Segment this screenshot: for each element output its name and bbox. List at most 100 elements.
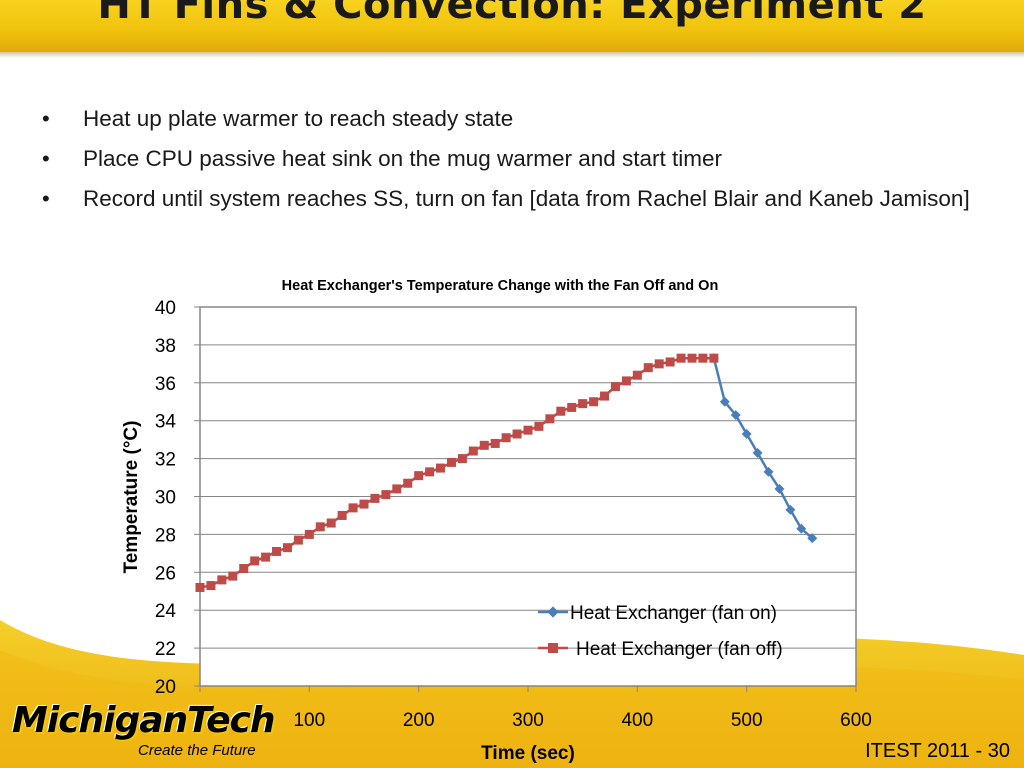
- y-tick-label: 40: [155, 298, 176, 319]
- y-tick-label: 20: [155, 677, 176, 698]
- x-tick-label: 500: [731, 710, 763, 731]
- data-point-fan-off: [436, 463, 446, 473]
- data-point-fan-on: [752, 447, 763, 458]
- data-point-fan-off: [359, 499, 369, 509]
- data-point-fan-off: [446, 457, 456, 467]
- data-point-fan-off: [523, 425, 533, 435]
- x-tick-label: 100: [293, 710, 325, 731]
- slide-title: HT Fins & Convection: Experiment 2: [97, 0, 927, 28]
- bullet-item: • Place CPU passive heat sink on the mug …: [40, 143, 1000, 174]
- data-point-fan-off: [195, 582, 205, 592]
- data-point-fan-off: [370, 493, 380, 503]
- x-tick-label: 300: [512, 710, 544, 731]
- y-tick-label: 24: [155, 601, 177, 622]
- data-point-fan-off: [348, 503, 358, 513]
- chart-title: Heat Exchanger's Temperature Change with…: [282, 278, 719, 294]
- data-point-fan-off: [250, 556, 260, 566]
- data-point-fan-off: [654, 359, 664, 369]
- data-point-fan-off: [217, 575, 227, 585]
- y-tick-label: 30: [155, 488, 176, 509]
- legend-label-fan-on: Heat Exchanger (fan on): [570, 603, 777, 624]
- data-point-fan-off: [698, 353, 708, 363]
- data-point-fan-on: [785, 504, 796, 515]
- data-point-fan-off: [676, 353, 686, 363]
- y-axis-label: Temperature (°C): [121, 421, 142, 574]
- bullet-item: • Record until system reaches SS, turn on…: [40, 183, 1000, 214]
- data-point-fan-on: [807, 533, 818, 544]
- data-point-fan-off: [403, 478, 413, 488]
- y-tick-label: 26: [155, 563, 176, 584]
- title-bar-shadow: [0, 52, 1024, 58]
- x-tick-label: 0: [195, 710, 206, 731]
- logo-tagline: Create the Future: [138, 742, 256, 759]
- data-point-fan-off: [261, 552, 271, 562]
- data-point-fan-off: [228, 571, 238, 581]
- data-point-fan-on: [774, 483, 785, 494]
- data-point-fan-off: [337, 510, 347, 520]
- data-point-fan-off: [687, 353, 697, 363]
- legend-label-fan-off: Heat Exchanger (fan off): [576, 639, 783, 660]
- data-point-fan-off: [610, 382, 620, 392]
- data-point-fan-off: [632, 370, 642, 380]
- data-point-fan-off: [326, 518, 336, 528]
- data-point-fan-off: [468, 446, 478, 456]
- data-point-fan-on: [719, 396, 730, 407]
- x-tick-label: 400: [621, 710, 653, 731]
- bullet-text: Place CPU passive heat sink on the mug w…: [83, 146, 723, 171]
- bullet-dot-icon: •: [42, 106, 50, 131]
- michigan-tech-logo: MichiganTech Create the Future: [12, 700, 282, 766]
- data-point-fan-off: [239, 564, 249, 574]
- data-point-fan-off: [567, 402, 577, 412]
- legend-marker-fan-on: [547, 606, 559, 618]
- x-axis-ticks: 0 100 200 300 400 500 600: [195, 686, 872, 731]
- y-tick-label: 28: [155, 525, 176, 546]
- data-point-fan-on: [741, 429, 752, 439]
- data-point-fan-off: [282, 543, 292, 553]
- data-point-fan-off: [665, 357, 675, 367]
- y-axis-ticks: 20 22 24 26 28 30 32 34 36 38 40: [155, 298, 200, 698]
- y-tick-label: 32: [155, 450, 176, 471]
- legend: Heat Exchanger (fan on) Heat Exchanger (…: [538, 603, 783, 660]
- bullet-text: Heat up plate warmer to reach steady sta…: [83, 106, 514, 131]
- data-point-fan-off: [534, 421, 544, 431]
- y-tick-label: 34: [155, 412, 177, 433]
- data-point-fan-on: [763, 466, 774, 477]
- data-point-fan-off: [479, 440, 489, 450]
- data-series: [195, 353, 818, 592]
- data-point-fan-off: [304, 529, 314, 539]
- x-tick-label: 200: [403, 710, 435, 731]
- data-point-fan-off: [621, 376, 631, 386]
- data-point-fan-off: [414, 471, 424, 481]
- bullet-item: • Heat up plate warmer to reach steady st…: [40, 103, 1000, 134]
- data-point-fan-off: [709, 353, 719, 363]
- legend-marker-fan-off: [548, 643, 558, 653]
- data-point-fan-off: [381, 490, 391, 500]
- data-point-fan-off: [556, 406, 566, 416]
- x-axis-label: Time (sec): [481, 743, 575, 764]
- data-point-fan-on: [796, 523, 807, 534]
- data-point-fan-off: [490, 438, 500, 448]
- data-point-fan-off: [600, 391, 610, 401]
- title-bar: [0, 0, 1024, 52]
- x-tick-label: 600: [840, 710, 872, 731]
- data-point-fan-off: [643, 363, 653, 373]
- data-point-fan-off: [457, 454, 467, 464]
- data-point-fan-on: [730, 410, 741, 420]
- data-point-fan-off: [315, 522, 325, 532]
- data-point-fan-off: [272, 546, 282, 556]
- data-point-fan-off: [425, 467, 435, 477]
- data-point-fan-off: [392, 484, 402, 494]
- y-tick-label: 36: [155, 374, 176, 395]
- logo-wordmark: MichiganTech: [12, 700, 275, 741]
- data-point-fan-off: [293, 535, 303, 545]
- y-tick-label: 38: [155, 336, 176, 357]
- data-point-fan-off: [545, 414, 555, 424]
- bullet-list: • Heat up plate warmer to reach steady st…: [40, 103, 1000, 223]
- data-point-fan-off: [501, 433, 511, 443]
- slide-number: ITEST 2011 - 30: [865, 740, 1010, 762]
- series-line-fan-on: [712, 357, 814, 540]
- data-point-fan-off: [589, 397, 599, 407]
- bullet-dot-icon: •: [42, 146, 50, 171]
- data-point-fan-off: [578, 399, 588, 409]
